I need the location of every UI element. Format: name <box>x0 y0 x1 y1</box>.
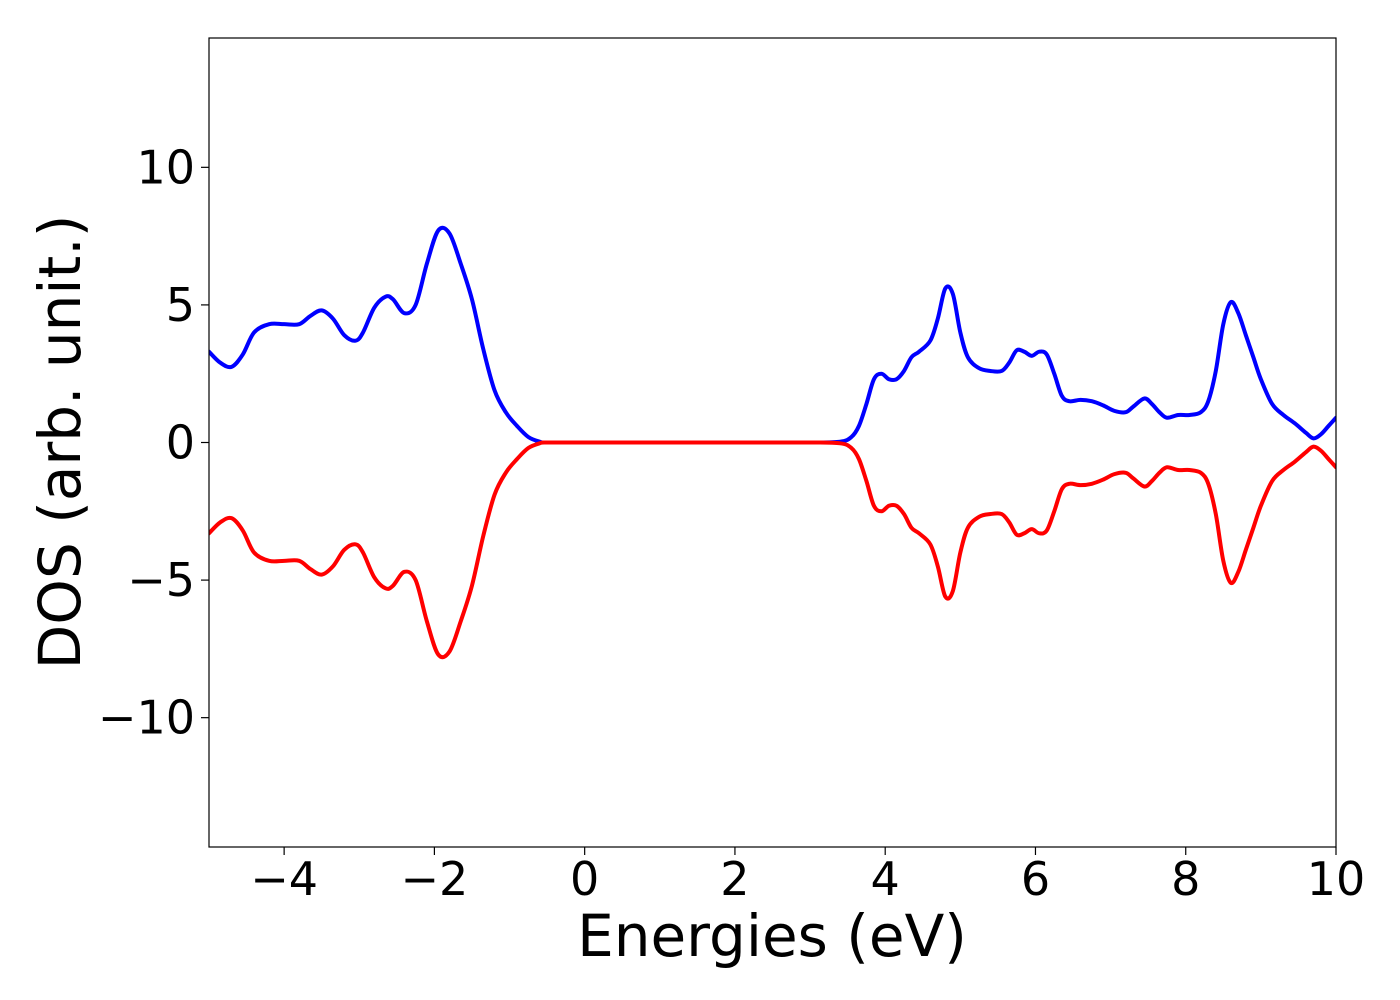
y-tick-label: −10 <box>98 691 195 745</box>
x-tick-label: 0 <box>570 852 599 906</box>
y-tick-label: −5 <box>127 553 195 607</box>
y-axis-label: DOS (arb. unit.) <box>26 215 94 670</box>
x-tick-label: 8 <box>1171 852 1200 906</box>
x-axis-ticks: −4 −2 0 2 4 6 8 10 <box>250 847 1365 906</box>
series-layer <box>209 225 1336 660</box>
x-tick-label: 6 <box>1021 852 1050 906</box>
y-axis-ticks: −10 −5 0 5 10 <box>98 140 209 745</box>
x-tick-label: 10 <box>1307 852 1366 906</box>
y-tick-label: 5 <box>166 278 195 332</box>
x-tick-label: 4 <box>871 852 900 906</box>
x-tick-label: 2 <box>720 852 749 906</box>
series-line-negative <box>209 440 1336 660</box>
series-line-positive <box>209 225 1336 445</box>
x-tick-label: −2 <box>400 852 468 906</box>
y-tick-label: 0 <box>166 416 195 470</box>
y-tick-label: 10 <box>136 140 195 194</box>
x-tick-label: −4 <box>250 852 318 906</box>
x-axis-label: Energies (eV) <box>577 902 967 970</box>
